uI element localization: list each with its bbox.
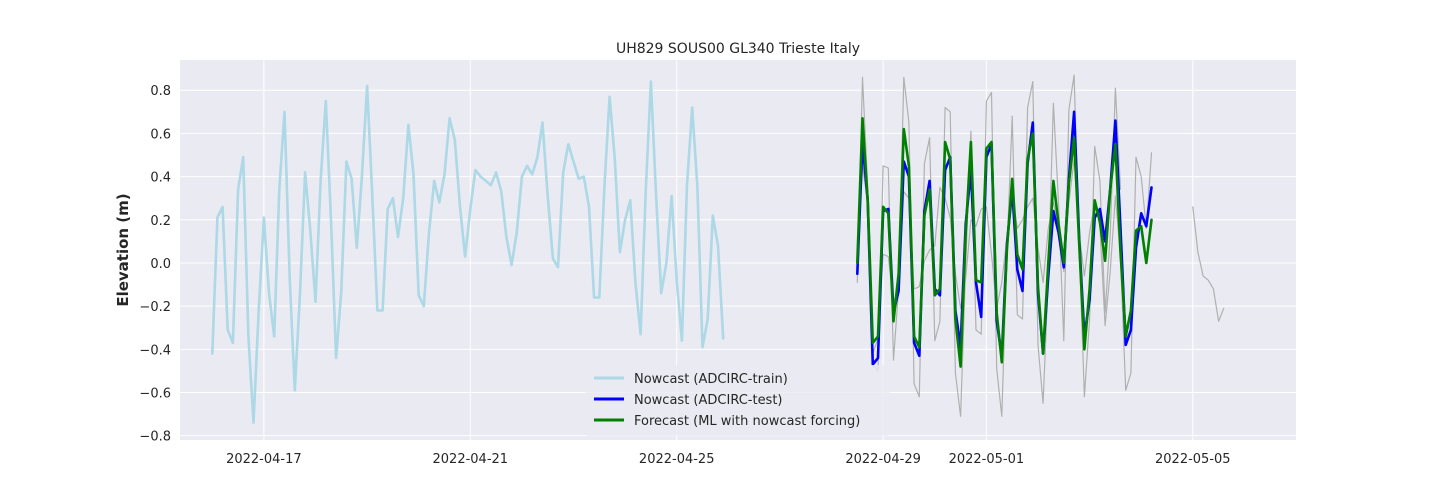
x-tick-labels: 2022-04-17 2022-04-21 2022-04-25 2022-04-29… <box>226 452 1230 467</box>
series-line-0 <box>211 80 725 425</box>
legend-label-forecast: Forecast (ML with nowcast forcing) <box>634 414 860 429</box>
y-tick-label: −0.4 <box>139 343 171 358</box>
legend: Nowcast (ADCIRC-train) Nowcast (ADCIRC-t… <box>585 365 890 436</box>
legend-label-test: Nowcast (ADCIRC-test) <box>634 393 783 408</box>
ensemble-line <box>856 152 1153 391</box>
y-tick-label: 0.6 <box>150 127 171 142</box>
y-tick-label: 0.4 <box>150 171 171 186</box>
y-tick-label: −0.8 <box>139 430 171 445</box>
y-axis-label: Elevation (m) <box>114 193 132 306</box>
y-tick-label: 0.8 <box>150 84 171 99</box>
series-line-5 <box>855 117 1153 368</box>
ensemble-line <box>1192 206 1225 322</box>
x-tick-label: 2022-04-29 <box>845 452 921 467</box>
x-tick-label: 2022-05-05 <box>1155 452 1231 467</box>
chart-title: UH829 SOUS00 GL340 Trieste Italy <box>616 41 860 57</box>
y-tick-label: 0.0 <box>150 257 171 272</box>
y-tick-label: 0.2 <box>150 214 171 229</box>
y-tick-labels: −0.8 −0.6 −0.4 −0.2 0.0 0.2 0.4 0.6 0.8 <box>139 84 171 444</box>
legend-box <box>585 365 890 436</box>
legend-label-train: Nowcast (ADCIRC-train) <box>634 372 788 387</box>
x-tick-label: 2022-04-25 <box>639 452 715 467</box>
series-lines <box>211 74 1225 425</box>
x-tick-label: 2022-04-17 <box>226 452 302 467</box>
x-tick-label: 2022-05-01 <box>949 452 1025 467</box>
y-tick-label: −0.2 <box>139 300 171 315</box>
x-tick-label: 2022-04-21 <box>433 452 509 467</box>
y-tick-label: −0.6 <box>139 387 171 402</box>
